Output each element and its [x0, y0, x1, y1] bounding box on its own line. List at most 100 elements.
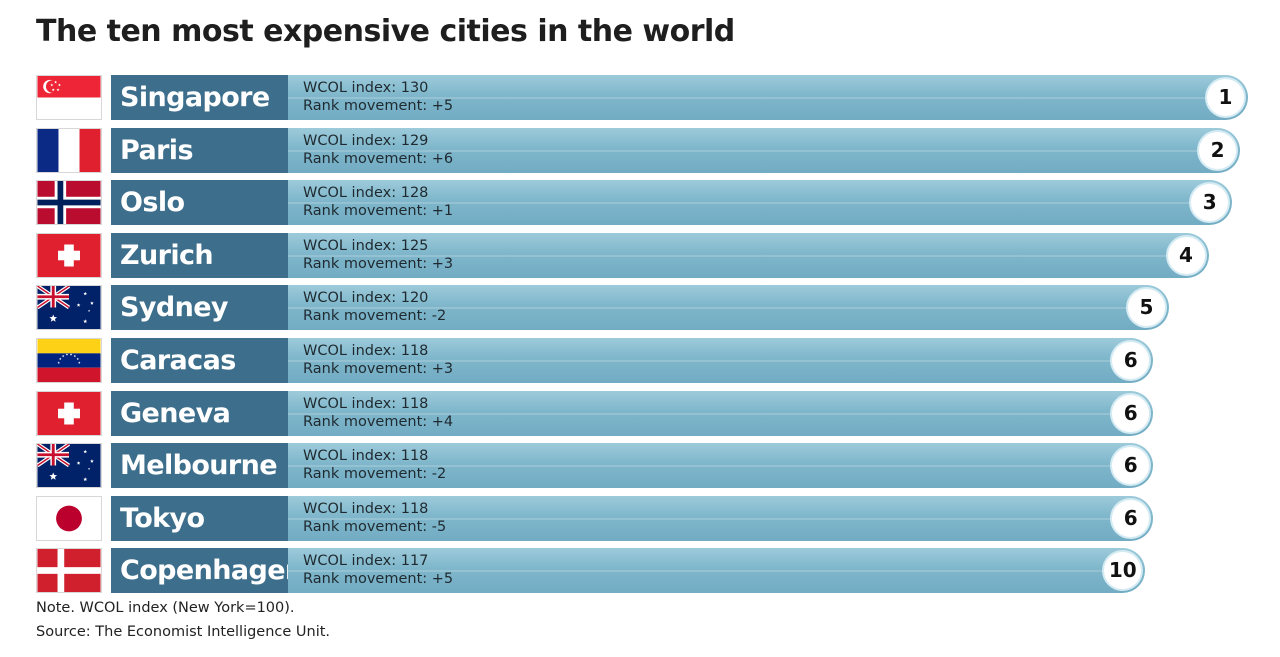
table-row: Zurich WCOL index: 125 Rank movement: +3 4 [0, 232, 1280, 278]
index-bar: WCOL index: 118 Rank movement: -2 [288, 443, 1154, 489]
rank-movement-value: +3 [431, 255, 454, 272]
index-bar: WCOL index: 118 Rank movement: +4 [288, 390, 1154, 436]
wcol-index-label: WCOL index: 130 [303, 79, 453, 97]
rank-movement-label: Rank movement: +3 [303, 360, 453, 378]
table-row: Oslo WCOL index: 128 Rank movement: +1 3 [0, 180, 1280, 226]
table-row: Tokyo WCOL index: 118 Rank movement: -5 6 [0, 495, 1280, 541]
rank-badge: 3 [1191, 184, 1229, 222]
wcol-index-label: WCOL index: 125 [303, 237, 453, 255]
wcol-index-value: 117 [400, 553, 429, 570]
wcol-index-value: 128 [400, 185, 429, 202]
wcol-index-value: 129 [400, 132, 429, 149]
rank-badge: 1 [1207, 79, 1244, 116]
chart-note: Note. WCOL index (New York=100). [36, 600, 295, 616]
rank-badge: 10 [1104, 552, 1142, 590]
rank-movement-label: Rank movement: +3 [303, 255, 453, 273]
rank-movement-label: Rank movement: -2 [303, 465, 446, 483]
city-label: Geneva [111, 390, 288, 436]
bar-data-label: WCOL index: 118 Rank movement: -5 [303, 500, 446, 536]
table-row: Copenhagen WCOL index: 117 Rank movement: … [0, 548, 1280, 594]
city-label: Tokyo [111, 495, 288, 541]
rank-movement-value: -5 [431, 518, 447, 535]
rank-badge: 6 [1112, 394, 1150, 432]
table-row: Paris WCOL index: 129 Rank movement: +6 2 [0, 127, 1280, 173]
norway-flag [36, 180, 102, 226]
rank-movement-value: -2 [431, 308, 447, 325]
bar-data-label: WCOL index: 128 Rank movement: +1 [303, 184, 453, 220]
australia-flag [36, 443, 102, 489]
rank-badge: 5 [1128, 289, 1165, 327]
rank-movement-label: Rank movement: +1 [303, 202, 453, 220]
rank-movement-label: Rank movement: +6 [303, 150, 453, 168]
bar-data-label: WCOL index: 117 Rank movement: +5 [303, 552, 453, 588]
wcol-index-value: 118 [400, 343, 429, 359]
bar-data-label: WCOL index: 129 Rank movement: +6 [303, 132, 453, 168]
city-label: Copenhagen [111, 548, 288, 594]
index-bar: WCOL index: 130 Rank movement: +5 [288, 75, 1248, 120]
chart-title: The ten most expensive cities in the wor… [36, 14, 735, 49]
rank-movement-value: -2 [431, 466, 447, 483]
rank-badge: 6 [1112, 342, 1150, 379]
rank-badge: 6 [1112, 499, 1150, 537]
bar-data-label: WCOL index: 125 Rank movement: +3 [303, 237, 453, 273]
city-label: Singapore [111, 75, 288, 120]
bar-data-label: WCOL index: 120 Rank movement: -2 [303, 289, 446, 325]
australia-flag [36, 285, 102, 331]
city-label: Melbourne [111, 443, 288, 489]
wcol-index-prefix: WCOL index: [303, 448, 401, 465]
wcol-index-prefix: WCOL index: [303, 290, 401, 307]
index-bar: WCOL index: 118 Rank movement: +3 [288, 338, 1154, 383]
rank-movement-label: Rank movement: +5 [303, 570, 453, 588]
rank-movement-prefix: Rank movement: [303, 255, 432, 272]
wcol-index-label: WCOL index: 120 [303, 289, 446, 307]
wcol-index-label: WCOL index: 118 [303, 342, 453, 360]
bar-data-label: WCOL index: 118 Rank movement: +4 [303, 395, 453, 431]
switzerland-flag [36, 390, 102, 436]
wcol-index-label: WCOL index: 128 [303, 184, 453, 202]
rank-badge: 6 [1112, 447, 1150, 485]
rank-movement-value: +5 [431, 571, 454, 588]
japan-flag [36, 495, 102, 541]
rank-movement-prefix: Rank movement: [303, 150, 432, 167]
rank-movement-prefix: Rank movement: [303, 518, 432, 535]
wcol-index-value: 118 [400, 395, 429, 412]
wcol-index-label: WCOL index: 118 [303, 500, 446, 518]
wcol-index-prefix: WCOL index: [303, 237, 401, 254]
rank-movement-prefix: Rank movement: [303, 361, 432, 377]
wcol-index-prefix: WCOL index: [303, 553, 401, 570]
rank-movement-label: Rank movement: +5 [303, 97, 453, 115]
wcol-index-label: WCOL index: 117 [303, 552, 453, 570]
wcol-index-prefix: WCOL index: [303, 132, 401, 149]
rank-movement-prefix: Rank movement: [303, 308, 432, 325]
venezuela-flag [36, 338, 102, 383]
rank-movement-value: +5 [431, 98, 454, 114]
index-bar: WCOL index: 129 Rank movement: +6 [288, 127, 1241, 173]
rank-movement-value: +4 [431, 413, 454, 430]
city-label: Oslo [111, 180, 288, 226]
singapore-flag [36, 75, 102, 120]
france-flag [36, 127, 102, 173]
wcol-index-label: WCOL index: 118 [303, 395, 453, 413]
city-label: Caracas [111, 338, 288, 383]
bar-data-label: WCOL index: 118 Rank movement: +3 [303, 342, 453, 378]
rank-badge: 2 [1199, 131, 1237, 169]
rank-movement-prefix: Rank movement: [303, 413, 432, 430]
city-label: Zurich [111, 232, 288, 278]
wcol-index-value: 120 [400, 290, 429, 307]
bar-data-label: WCOL index: 118 Rank movement: -2 [303, 447, 446, 483]
rank-movement-value: +1 [431, 203, 454, 220]
wcol-index-value: 118 [400, 448, 429, 465]
table-row: Geneva WCOL index: 118 Rank movement: +4 6 [0, 390, 1280, 436]
rank-movement-prefix: Rank movement: [303, 98, 432, 114]
rank-movement-value: +3 [431, 361, 454, 377]
table-row: Singapore WCOL index: 130 Rank movement: +… [0, 75, 1280, 120]
city-label: Paris [111, 127, 288, 173]
index-bar: WCOL index: 128 Rank movement: +1 [288, 180, 1233, 226]
switzerland-flag [36, 232, 102, 278]
denmark-flag [36, 548, 102, 594]
rank-movement-prefix: Rank movement: [303, 203, 432, 220]
rank-movement-prefix: Rank movement: [303, 466, 432, 483]
rank-badge: 4 [1167, 236, 1205, 274]
wcol-index-prefix: WCOL index: [303, 395, 401, 412]
